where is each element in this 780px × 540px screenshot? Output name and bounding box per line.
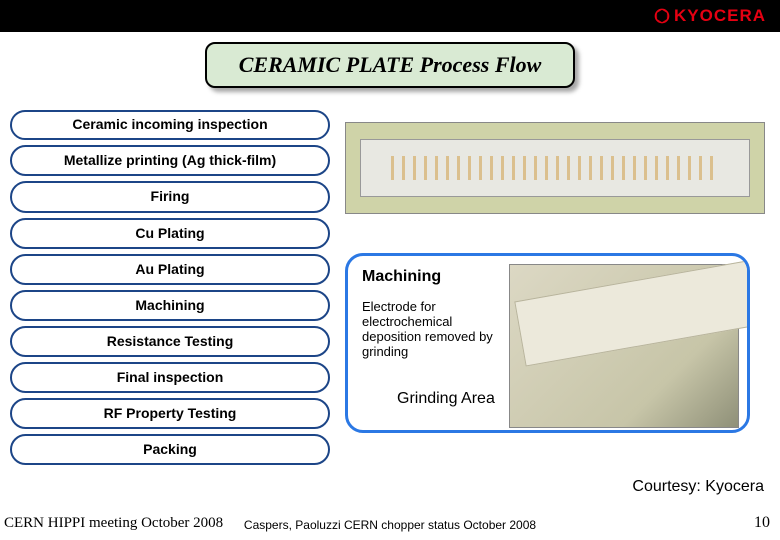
title-wrap: CERAMIC PLATE Process Flow xyxy=(0,42,780,88)
flow-step: Firing xyxy=(10,181,330,212)
flow-step: Ceramic incoming inspection xyxy=(10,110,330,140)
process-flow-column: Ceramic incoming inspection Metallize pr… xyxy=(10,110,330,465)
brand-text: KYOCERA xyxy=(674,6,766,26)
courtesy-text: Courtesy: Kyocera xyxy=(632,478,764,496)
flow-step: Final inspection xyxy=(10,362,330,393)
grinding-area-photo xyxy=(509,264,739,428)
ceramic-plate-photo xyxy=(345,122,765,214)
kyocera-icon xyxy=(654,8,670,24)
flow-step: Metallize printing (Ag thick-film) xyxy=(10,145,330,176)
top-black-bar: KYOCERA xyxy=(0,0,780,32)
detail-description: Electrode for electrochemical deposition… xyxy=(362,300,502,360)
flow-step: RF Property Testing xyxy=(10,398,330,429)
page-title: CERAMIC PLATE Process Flow xyxy=(205,42,576,88)
footer-center: Caspers, Paoluzzi CERN chopper status Oc… xyxy=(0,518,780,532)
flow-step: Packing xyxy=(10,434,330,465)
page-number: 10 xyxy=(754,514,770,532)
flow-step: Au Plating xyxy=(10,254,330,285)
plate-graphic xyxy=(360,139,750,197)
brand-logo: KYOCERA xyxy=(654,6,766,26)
flow-step: Resistance Testing xyxy=(10,326,330,357)
detail-heading: Machining xyxy=(362,268,441,286)
flow-step: Machining xyxy=(10,290,330,321)
machining-detail-box: Machining Electrode for electrochemical … xyxy=(345,253,750,433)
grinding-area-label: Grinding Area xyxy=(397,390,495,408)
flow-step: Cu Plating xyxy=(10,218,330,249)
